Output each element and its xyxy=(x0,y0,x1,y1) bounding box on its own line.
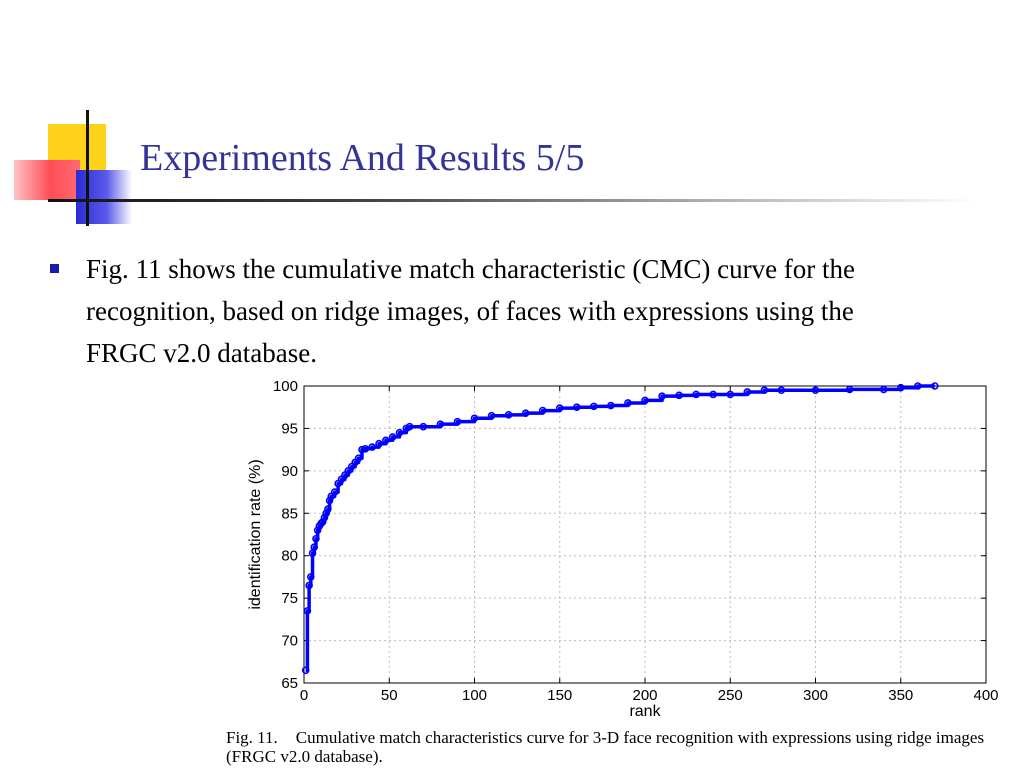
y-tick-label: 65 xyxy=(281,675,298,692)
x-tick-label: 350 xyxy=(888,687,913,704)
cmc-chart: 0 50 100 150 200 250 300 350 400 65 70 75 80 85 90 95 10… xyxy=(230,372,1000,722)
y-tick-label: 95 xyxy=(281,420,298,437)
chart-ticks: 0 50 100 150 200 250 300 350 400 65 70 75 80 85 90 95 10… xyxy=(273,378,999,704)
x-tick-label: 300 xyxy=(803,687,828,704)
cmc-data-point xyxy=(395,428,404,437)
bullet-square-icon xyxy=(50,264,59,273)
chart-grid xyxy=(304,386,986,683)
cmc-data-point xyxy=(504,411,513,419)
cmc-data-point xyxy=(675,391,683,400)
x-tick-label: 200 xyxy=(632,687,657,704)
cmc-data-point xyxy=(777,386,786,395)
cmc-data-point xyxy=(896,383,905,392)
cmc-data-point xyxy=(305,581,313,590)
y-axis-label: identification rate (%) xyxy=(247,459,264,609)
cmc-data-point xyxy=(312,534,320,543)
cmc-data-point xyxy=(470,414,479,423)
figure-caption: Fig. 11. Cumulative match characteristics… xyxy=(226,728,1016,766)
x-tick-label: 400 xyxy=(973,687,998,704)
y-tick-label: 75 xyxy=(281,590,298,607)
cmc-data-point xyxy=(726,390,735,399)
cmc-data-point xyxy=(743,388,752,396)
title-underline xyxy=(48,199,978,202)
x-tick-label: 0 xyxy=(300,687,308,704)
cmc-data-point xyxy=(590,402,598,411)
cmc-data-point xyxy=(931,382,939,390)
cmc-data-point xyxy=(879,385,888,394)
cmc-data-point xyxy=(382,436,390,445)
cmc-data-point xyxy=(310,543,319,552)
x-tick-label: 150 xyxy=(547,687,572,704)
cmc-data-point xyxy=(307,573,315,581)
cmc-data-point xyxy=(368,443,376,451)
cmc-data-point xyxy=(405,422,414,431)
x-tick-label: 100 xyxy=(462,687,487,704)
cmc-data-point xyxy=(313,526,322,535)
decor-vertical-rule xyxy=(86,110,89,226)
cmc-data-point xyxy=(324,505,332,513)
cmc-data-point xyxy=(607,401,615,410)
cmc-data-point xyxy=(325,496,334,505)
cmc-data-point xyxy=(358,445,366,454)
caption-text: Cumulative match characteristics curve f… xyxy=(226,728,985,766)
bullet-text: Fig. 11 shows the cumulative match chara… xyxy=(86,254,856,368)
cmc-data-point xyxy=(555,404,564,412)
y-tick-label: 85 xyxy=(281,505,298,522)
cmc-data-point xyxy=(811,386,820,395)
caption-number: Fig. 11. xyxy=(226,728,278,747)
decor-red-bar xyxy=(14,160,80,200)
cmc-data-point xyxy=(913,382,922,390)
decor-blue-square xyxy=(76,170,132,224)
y-tick-label: 90 xyxy=(281,463,298,480)
cmc-data-point xyxy=(624,399,632,407)
cmc-data-point xyxy=(641,396,649,405)
cmc-data-point xyxy=(317,519,325,528)
x-tick-label: 50 xyxy=(381,687,398,704)
cmc-data-point xyxy=(318,517,327,526)
y-tick-label: 100 xyxy=(273,378,298,395)
cmc-data-point xyxy=(301,666,310,675)
cmc-data-point xyxy=(375,439,383,448)
cmc-data-point xyxy=(419,422,428,431)
cmc-data-point xyxy=(658,392,666,400)
cmc-data-point xyxy=(436,420,445,428)
cmc-data-point xyxy=(322,509,330,518)
cmc-data-point xyxy=(320,513,329,522)
x-axis-label: rank xyxy=(629,703,661,720)
cmc-data-point xyxy=(692,390,700,399)
cmc-data-point xyxy=(354,454,363,462)
cmc-data-point xyxy=(388,433,397,441)
cmc-data-point xyxy=(760,386,769,395)
cmc-data-point xyxy=(845,385,854,394)
cmc-data-point xyxy=(330,488,339,496)
cmc-data-point xyxy=(361,444,370,453)
slide-title: Experiments And Results 5/5 xyxy=(140,137,585,179)
cmc-data-point xyxy=(453,417,462,426)
chart-series xyxy=(301,382,939,675)
cmc-data-point xyxy=(709,390,718,399)
cmc-data-point xyxy=(303,607,312,615)
y-tick-label: 70 xyxy=(281,633,298,650)
cmc-data-point xyxy=(487,411,496,420)
chart-svg: 0 50 100 150 200 250 300 350 400 65 70 75 80 85 90 95 10… xyxy=(247,378,999,720)
cmc-data-point xyxy=(538,406,547,415)
cmc-data-point xyxy=(521,409,530,417)
y-tick-label: 80 xyxy=(281,548,298,565)
x-tick-label: 250 xyxy=(718,687,743,704)
cmc-data-point xyxy=(572,403,581,412)
